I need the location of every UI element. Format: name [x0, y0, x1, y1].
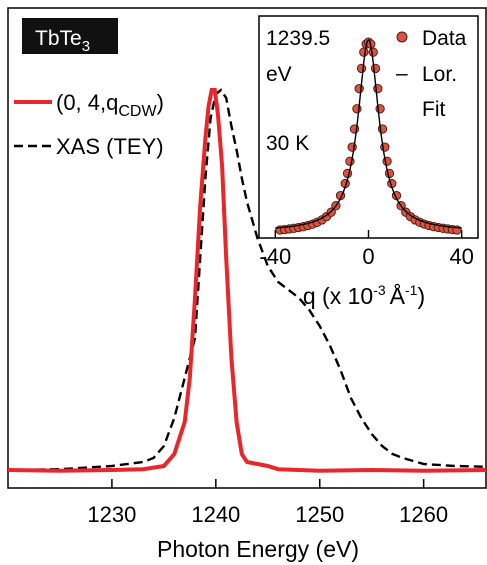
inset-data-point [354, 83, 364, 94]
sample-badge-label: TbTe3 [35, 27, 90, 55]
inset-data-point [373, 83, 383, 94]
inset-data-point [356, 63, 367, 74]
inset-energy-unit: eV [266, 63, 292, 86]
inset-legend-marker [396, 31, 408, 43]
inset-x-tick-label: 0 [362, 244, 374, 269]
inset-legend-fit-dash: – [396, 62, 408, 85]
legend: (0, 4,qCDW) XAS (TEY) [14, 90, 164, 159]
main-x-ticks [111, 479, 425, 488]
main-x-tick-label: 1230 [87, 502, 136, 527]
legend-label-rxs: (0, 4,qCDW) [56, 90, 164, 120]
inset-legend-fit-line1: Lor. [422, 63, 457, 86]
series-line-rxs [7, 88, 487, 473]
series-line-xas [7, 88, 487, 472]
main-x-axis-title: Photon Energy (eV) [157, 536, 359, 562]
inset-x-tick-labels: -40 0 40 [259, 244, 474, 269]
inset-x-ticks [274, 230, 463, 238]
inset-energy-value: 1239.5 [266, 27, 330, 50]
legend-label-xas: XAS (TEY) [56, 134, 164, 159]
main-x-tick-label: 1250 [295, 502, 344, 527]
sample-badge [22, 18, 118, 54]
inset-legend-fit-line2: Fit [422, 98, 445, 121]
inset-data-point [370, 63, 381, 74]
inset-x-tick-label: 40 [449, 244, 473, 269]
main-x-tick-label: 1240 [191, 502, 240, 527]
inset-x-tick-label: -40 [259, 244, 291, 269]
inset-fit-line [275, 38, 462, 229]
main-x-tick-label: 1260 [399, 502, 448, 527]
inset-temperature: 30 K [266, 132, 309, 155]
main-x-tick-labels: 1230 1240 1250 1260 [87, 502, 448, 527]
inset-data-point [368, 47, 378, 57]
inset-x-axis-title: q (x 10-3 Å-1) [303, 282, 425, 309]
inset-legend-data: Data [422, 27, 467, 50]
main-axes-frame [7, 7, 487, 489]
inset-frame [258, 15, 479, 239]
inset-data-point [359, 47, 369, 57]
